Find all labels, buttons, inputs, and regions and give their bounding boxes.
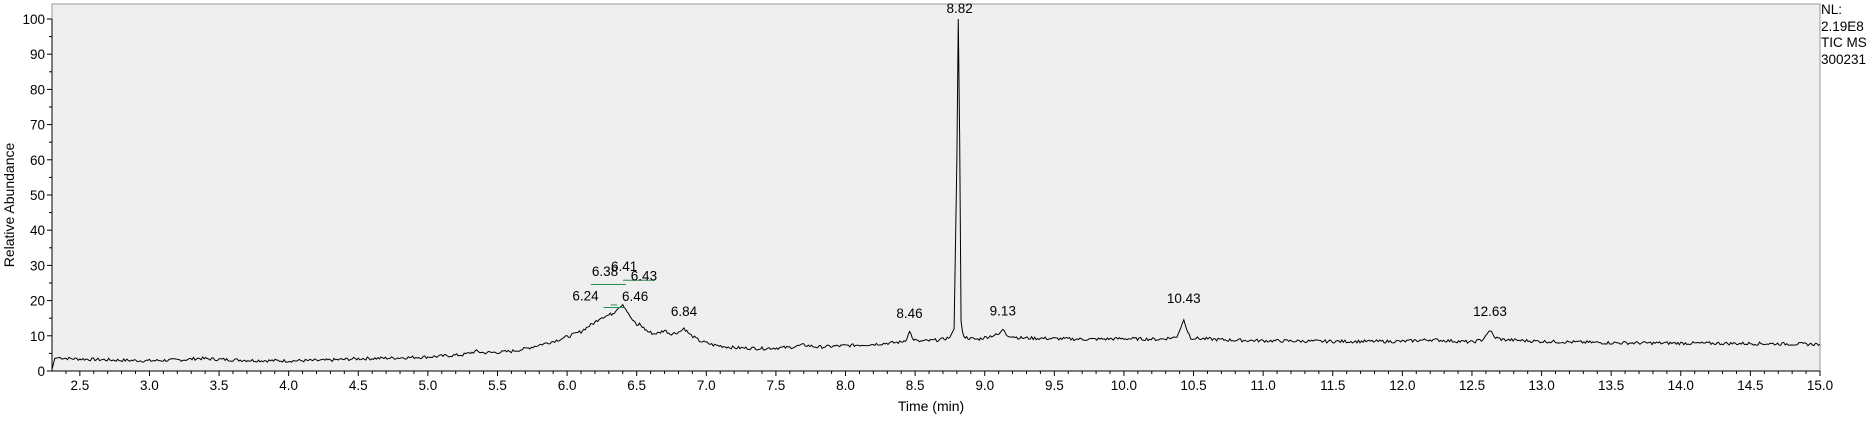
x-tick-label: 10.0 xyxy=(1111,378,1137,393)
axes-group: 0 10 20 30 40 50 60 70 80 90 100 2.5 3.0 3.5 4.0 4.5 5.0… xyxy=(22,12,1833,393)
y-tick-label: 10 xyxy=(30,329,45,344)
peak-label: 10.43 xyxy=(1167,291,1201,306)
x-tick-label: 9.0 xyxy=(975,378,994,393)
x-tick-label: 2.5 xyxy=(70,378,89,393)
peak-label: 6.38 xyxy=(592,264,618,279)
peak-label: 6.46 xyxy=(622,289,648,304)
x-tick-label: 7.5 xyxy=(767,378,786,393)
y-tick-label: 20 xyxy=(30,294,45,309)
x-tick-label: 14.0 xyxy=(1668,378,1694,393)
peak-label: 6.41 xyxy=(611,259,637,274)
y-tick-label: 50 xyxy=(30,188,45,203)
peak-label: 12.63 xyxy=(1473,304,1507,319)
peak-label: 6.84 xyxy=(671,304,698,319)
y-tick-label: 100 xyxy=(22,12,45,27)
y-tick-label: 60 xyxy=(30,153,45,168)
x-tick-label: 5.0 xyxy=(418,378,437,393)
y-tick-label: 40 xyxy=(30,223,45,238)
peak-labels-group: 6.24 6.386.416.43 6.46 6.84 8.46 8.82 9.13 10.4… xyxy=(572,1,1507,321)
peak-label: 9.13 xyxy=(990,303,1016,318)
x-tick-label: 4.5 xyxy=(349,378,368,393)
y-tick-label: 0 xyxy=(37,364,45,379)
x-tick-label: 11.0 xyxy=(1251,378,1276,393)
x-tick-label: 5.5 xyxy=(488,378,507,393)
x-tick-label: 6.5 xyxy=(627,378,646,393)
x-tick-label: 7.0 xyxy=(697,378,716,393)
plot-background xyxy=(51,3,1821,372)
x-tick-label: 10.5 xyxy=(1180,378,1206,393)
x-tick-label: 12.0 xyxy=(1389,378,1415,393)
peak-label: 8.46 xyxy=(896,306,922,321)
peak-label: 6.43 xyxy=(631,268,657,283)
tic-trace-line xyxy=(51,18,1821,370)
x-tick-label: 8.0 xyxy=(836,378,855,393)
x-tick-label: 11.5 xyxy=(1320,378,1345,393)
y-tick-label: 30 xyxy=(30,258,45,273)
x-tick-label: 15.0 xyxy=(1807,378,1833,393)
normalization-info: NL: 2.19E8 TIC MS 300231 xyxy=(1821,2,1867,68)
x-tick-label: 8.5 xyxy=(906,378,925,393)
x-tick-label: 6.0 xyxy=(558,378,577,393)
x-tick-label: 13.5 xyxy=(1598,378,1624,393)
trace-type: TIC MS xyxy=(1821,35,1867,50)
y-tick-label: 70 xyxy=(30,118,45,133)
x-tick-label: 13.0 xyxy=(1528,378,1554,393)
peak-label: 6.24 xyxy=(572,288,599,303)
nl-value: 2.19E8 xyxy=(1821,18,1864,34)
x-tick-label: 14.5 xyxy=(1737,378,1763,393)
y-tick-label: 80 xyxy=(30,82,45,97)
peak-label: 8.82 xyxy=(947,1,973,16)
y-axis-label: Relative Abundance xyxy=(1,143,17,268)
y-tick-label: 90 xyxy=(30,47,45,62)
trace-group xyxy=(51,18,1821,370)
x-tick-label: 9.5 xyxy=(1045,378,1064,393)
x-tick-label: 3.0 xyxy=(140,378,159,393)
sample-id: 300231 xyxy=(1821,51,1867,67)
x-tick-label: 12.5 xyxy=(1459,378,1485,393)
x-axis-label: Time (min) xyxy=(898,398,964,414)
nl-label: NL: xyxy=(1821,2,1843,17)
x-tick-label: 3.5 xyxy=(210,378,229,393)
x-tick-label: 4.0 xyxy=(279,378,298,393)
